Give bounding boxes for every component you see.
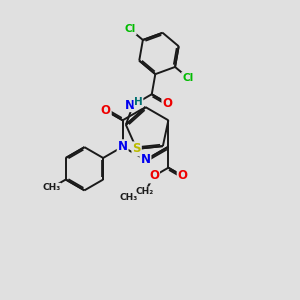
Text: O: O: [101, 104, 111, 117]
Text: N: N: [140, 153, 151, 167]
Text: S: S: [132, 142, 141, 155]
Text: H: H: [134, 97, 143, 107]
Text: O: O: [149, 169, 159, 182]
Text: O: O: [178, 169, 188, 182]
Text: CH₃: CH₃: [42, 183, 61, 192]
Text: Cl: Cl: [182, 73, 193, 82]
Text: N: N: [118, 140, 128, 153]
Text: CH₂: CH₂: [136, 187, 154, 196]
Text: Cl: Cl: [124, 24, 136, 34]
Text: N: N: [124, 98, 134, 112]
Text: CH₃: CH₃: [119, 193, 137, 202]
Text: O: O: [162, 97, 172, 110]
